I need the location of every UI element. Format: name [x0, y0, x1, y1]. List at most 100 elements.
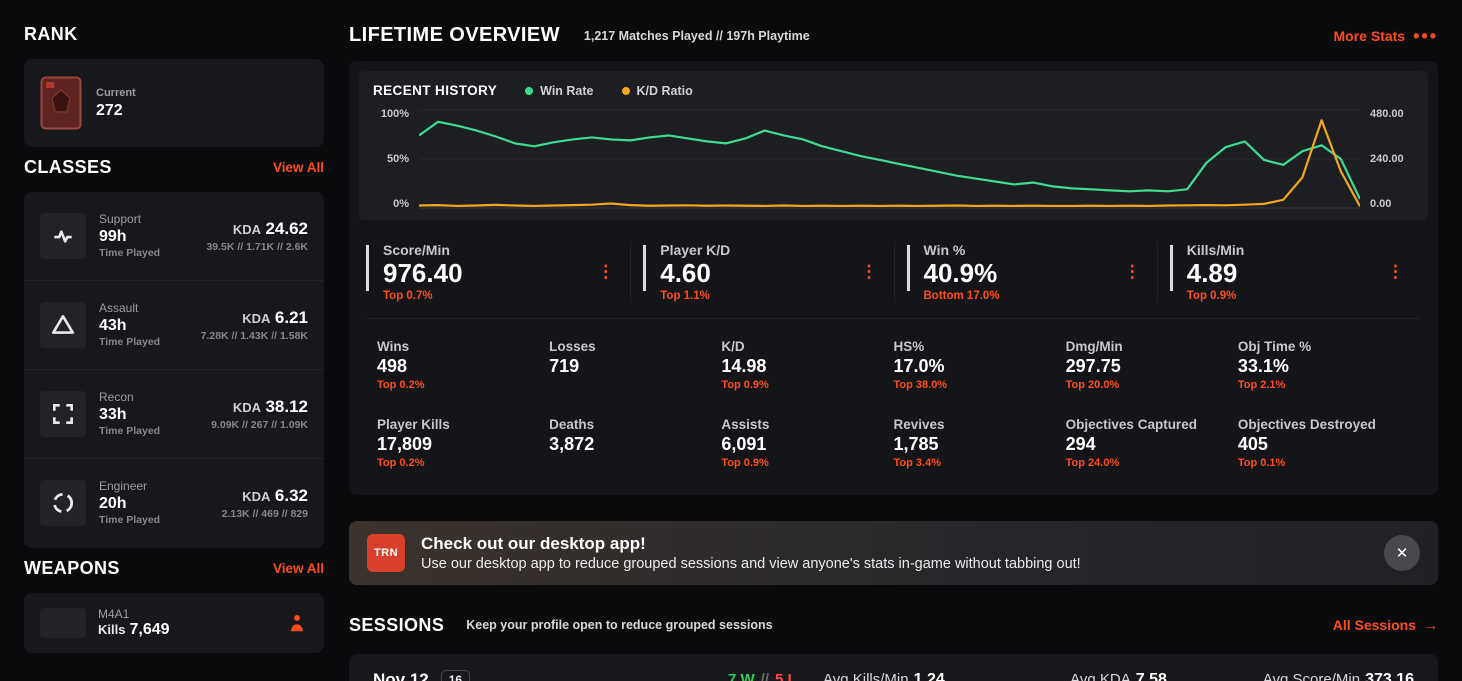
banner-text: Use our desktop app to reduce grouped se…: [421, 555, 1081, 572]
lifetime-stats-grid: Wins 498 Top 0.2% Losses 719 K/D 14.98 T…: [359, 319, 1428, 495]
rank-card[interactable]: Current 272: [24, 59, 324, 147]
engineer-class-icon: [40, 480, 86, 527]
class-hours: 20h: [99, 495, 127, 513]
stat-losses: Losses 719: [549, 338, 596, 376]
axis-tick: 0%: [393, 198, 409, 210]
highlight-value: 40.9%: [923, 258, 998, 288]
soldier-icon: [291, 614, 303, 631]
banner-title: Check out our desktop app!: [421, 533, 646, 553]
stat-dmg-min: Dmg/Min 297.75 Top 20.0%: [1065, 338, 1123, 391]
highlight-menu-button[interactable]: ⋮: [1122, 259, 1143, 284]
rank-current-value: 272: [96, 101, 123, 119]
right-axis: 480.00 240.00 0.00: [1368, 108, 1414, 210]
rank-emblem-icon: [40, 76, 82, 130]
session-row[interactable]: Nov 12 16 7 W // 5 L Avg Kills/Min 1.24 A…: [349, 653, 1438, 681]
highlight-percentile: Top 1.1%: [660, 289, 710, 302]
highlight-percentile: Top 0.7%: [383, 289, 433, 302]
close-icon: ✕: [1395, 544, 1409, 562]
support-class-icon: [40, 213, 86, 260]
class-name: Recon: [99, 390, 134, 405]
stat-revives: Revives 1,785 Top 3.4%: [893, 416, 945, 469]
page-title: LIFETIME OVERVIEW: [349, 24, 560, 46]
all-sessions-link[interactable]: All Sessions →: [1333, 617, 1438, 633]
stat-wins: Wins 498 Top 0.2%: [377, 338, 425, 391]
banner-close-button[interactable]: ✕: [1384, 534, 1420, 571]
session-match-count-badge: 16: [440, 669, 471, 681]
lifetime-overview-card: RECENT HISTORY Win Rate K/D Ratio 100% 5…: [349, 61, 1438, 495]
weapons-section-title: WEAPONS: [24, 557, 120, 578]
legend-kd-ratio: K/D Ratio: [621, 84, 693, 98]
class-name: Support: [99, 212, 142, 226]
rank-current-label: Current: [96, 86, 136, 99]
highlight-label: Kills/Min: [1186, 242, 1245, 258]
weapon-stat-value: 7,649: [129, 620, 170, 638]
class-name: Assault: [99, 301, 139, 316]
class-row-engineer[interactable]: Engineer 20h Time Played KDA 6.32 2.13K …: [24, 458, 324, 547]
session-avg-score-min: Avg Score/Min 373.16: [1262, 670, 1414, 681]
highlight-label: Score/Min: [383, 242, 450, 258]
kda-detail: 2.13K // 469 // 829: [221, 508, 308, 521]
kda-label: KDA: [232, 400, 261, 416]
rank-section-title: RANK: [24, 24, 78, 44]
weapon-name: M4A1: [98, 606, 130, 621]
more-stats-label: More Stats: [1333, 27, 1406, 44]
legend-label: Win Rate: [540, 83, 594, 98]
kda-value: 38.12: [265, 397, 308, 417]
stat-hs-pct: HS% 17.0% Top 38.0%: [893, 338, 948, 391]
highlight-percentile: Top 0.9%: [1186, 289, 1237, 302]
weapon-row-m4a1[interactable]: M4A1 Kills 7,649: [40, 607, 308, 639]
legend-dot: [525, 86, 534, 95]
axis-tick: 0.00: [1370, 198, 1392, 210]
highlight-percentile: Bottom 17.0%: [923, 289, 1000, 302]
kda-detail: 9.09K // 267 // 1.09K: [211, 418, 308, 431]
weapon-stat-label: Kills: [98, 621, 126, 637]
class-row-support[interactable]: Support 99h Time Played KDA 24.62 39.5K …: [24, 192, 324, 280]
chart-title: RECENT HISTORY: [373, 83, 498, 98]
highlight-menu-button[interactable]: ⋮: [1385, 259, 1406, 284]
more-stats-button[interactable]: More Stats •••: [1333, 27, 1438, 45]
axis-tick: 240.00: [1370, 153, 1404, 165]
kda-label: KDA: [232, 221, 261, 237]
kda-value: 6.32: [274, 486, 308, 506]
session-avg-kda: Avg KDA 7.58: [1070, 670, 1167, 681]
left-axis: 100% 50% 0%: [373, 108, 411, 210]
highlight-menu-button[interactable]: ⋮: [859, 259, 880, 284]
weapon-thumbnail: [40, 607, 86, 638]
highlight-value: 4.60: [660, 258, 711, 288]
highlight-value: 4.89: [1186, 258, 1238, 288]
stat-player-kills: Player Kills 17,809 Top 0.2%: [377, 416, 450, 469]
desktop-app-banner: TRN Check out our desktop app! Use our d…: [349, 520, 1438, 585]
recent-history-chart: RECENT HISTORY Win Rate K/D Ratio 100% 5…: [359, 71, 1428, 220]
trn-logo: TRN: [367, 533, 405, 572]
highlight-player-kd: Player K/D 4.60 Top 1.1% ⋮: [630, 242, 893, 302]
time-played-label: Time Played: [99, 425, 161, 438]
weapons-card: M4A1 Kills 7,649: [24, 592, 324, 653]
highlight-value: 976.40: [383, 258, 463, 288]
highlight-label: Player K/D: [660, 242, 731, 258]
weapons-view-all-link[interactable]: View All: [272, 560, 324, 576]
sidebar: RANK Current 272 CLASSES View All: [24, 14, 324, 681]
stat-objectives-destroyed: Objectives Destroyed 405 Top 0.1%: [1237, 416, 1376, 469]
classes-view-all-link[interactable]: View All: [272, 160, 324, 175]
arrow-right-icon: →: [1424, 617, 1438, 634]
session-date: Nov 12: [373, 669, 429, 681]
session-losses: 5 L: [775, 671, 797, 681]
kda-detail: 7.28K // 1.43K // 1.58K: [200, 329, 308, 342]
classes-card: Support 99h Time Played KDA 24.62 39.5K …: [24, 192, 324, 548]
highlight-menu-button[interactable]: ⋮: [595, 259, 616, 284]
kda-label: KDA: [242, 310, 271, 326]
class-row-recon[interactable]: Recon 33h Time Played KDA 38.12 9.09K //…: [24, 369, 324, 458]
session-avg-kills-min: Avg Kills/Min 1.24: [823, 670, 945, 681]
class-hours: 99h: [99, 228, 127, 245]
highlight-win-pct: Win % 40.9% Bottom 17.0% ⋮: [893, 242, 1157, 302]
recon-class-icon: [40, 391, 86, 438]
plot-area: [419, 108, 1360, 210]
highlight-kills-min: Kills/Min 4.89 Top 0.9% ⋮: [1156, 242, 1420, 302]
legend-dot: [621, 86, 630, 95]
session-wl-separator: //: [760, 671, 770, 681]
stat-assists: Assists 6,091 Top 0.9%: [721, 416, 770, 469]
class-row-assault[interactable]: Assault 43h Time Played KDA 6.21 7.28K /…: [24, 280, 324, 369]
stat-objectives-captured: Objectives Captured 294 Top 24.0%: [1065, 416, 1197, 469]
kda-detail: 39.5K // 1.71K // 2.6K: [206, 240, 308, 253]
session-win-loss: 7 W // 5 L: [728, 671, 823, 681]
